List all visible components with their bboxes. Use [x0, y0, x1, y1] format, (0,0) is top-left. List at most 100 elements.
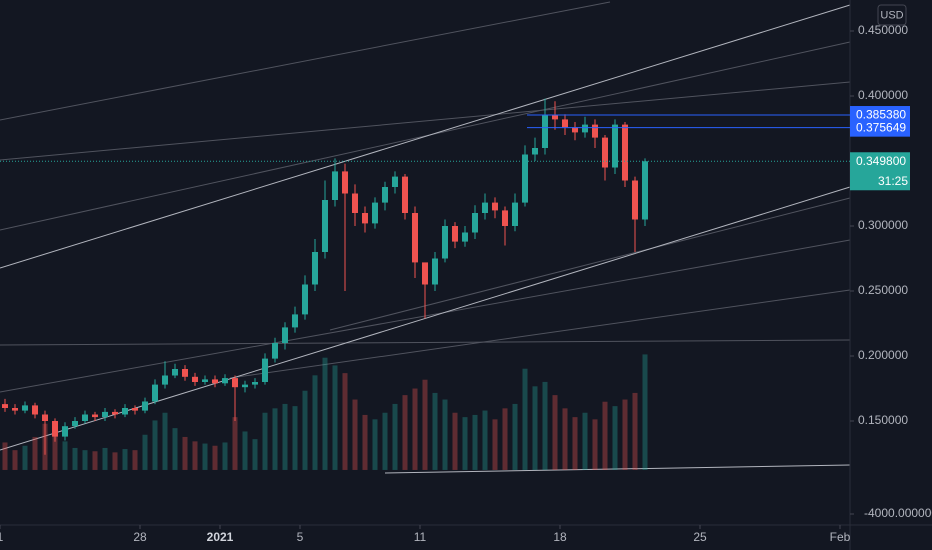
candle-body	[332, 171, 338, 201]
volume-bar	[232, 417, 238, 470]
channel-line	[0, 186, 851, 451]
candle-body	[352, 193, 358, 214]
volume-bar	[602, 401, 608, 470]
candle-body	[442, 226, 448, 259]
volume-bars	[2, 354, 648, 470]
y-tick-label: 0.250000	[858, 283, 908, 297]
volume-bar	[522, 368, 528, 470]
candle-body	[432, 258, 438, 285]
volume-bar	[632, 392, 638, 470]
candle-body	[562, 119, 568, 128]
volume-bar	[142, 434, 148, 470]
candle-body	[202, 379, 208, 383]
volume-bar	[512, 403, 518, 470]
candle-body	[122, 408, 128, 415]
candle-body	[512, 202, 518, 227]
volume-bar	[532, 386, 538, 470]
x-tick-label: 1	[0, 530, 4, 544]
volume-bar	[152, 420, 158, 470]
candle-body	[52, 421, 58, 437]
trend-line	[329, 197, 851, 331]
candle-body	[272, 343, 278, 359]
candle-body	[162, 375, 168, 385]
candle-body	[542, 115, 548, 149]
candle-body	[592, 124, 598, 138]
volume-bar	[412, 388, 418, 470]
volume-bar	[252, 439, 258, 470]
volume-bar	[402, 395, 408, 470]
y-tick-label: 0.450000	[858, 23, 908, 37]
volume-bar	[342, 373, 348, 470]
volume-bar	[352, 399, 358, 470]
trend-line	[384, 464, 851, 474]
candle-body	[602, 137, 608, 168]
volume-bar	[382, 412, 388, 470]
candle-body	[452, 226, 458, 242]
y-tick-label: 0.150000	[858, 413, 908, 427]
last-price-label-bg	[850, 152, 910, 191]
channel-line	[0, 4, 851, 269]
volume-bar	[202, 443, 208, 470]
trend-line	[0, 339, 851, 346]
volume-bar	[222, 442, 228, 470]
candle-body	[502, 210, 508, 227]
currency-button[interactable]	[877, 4, 907, 26]
candle-body	[292, 314, 298, 328]
candle-body	[642, 161, 648, 220]
volume-bar	[542, 381, 548, 470]
candle-body	[302, 284, 308, 315]
candle-body	[282, 327, 288, 344]
volume-bar	[52, 431, 58, 470]
volume-bar	[2, 442, 8, 470]
volume-bar	[442, 399, 448, 470]
volume-bar	[302, 390, 308, 470]
candle-body	[262, 358, 268, 383]
volume-bar	[162, 412, 168, 470]
candle-body	[172, 369, 178, 376]
candle-body	[362, 213, 368, 224]
volume-bar	[502, 408, 508, 470]
volume-bar	[172, 428, 178, 470]
volume-bar	[22, 445, 28, 470]
candle-body	[462, 232, 468, 242]
candle-body	[232, 378, 238, 388]
volume-bar	[622, 399, 628, 470]
volume-bar	[132, 450, 138, 470]
candle-body	[152, 384, 158, 402]
volume-bar	[102, 447, 108, 470]
volume-bar	[462, 417, 468, 470]
trend-line	[0, 1, 611, 121]
x-tick-label: 18	[553, 530, 567, 544]
candle-body	[182, 369, 188, 377]
volume-bar	[12, 450, 18, 470]
volume-bar	[592, 419, 598, 470]
candle-body	[252, 382, 258, 385]
volume-bar	[362, 414, 368, 470]
volume-bar	[282, 403, 288, 470]
y-tick-label: 0.200000	[858, 348, 908, 362]
volume-bar	[552, 395, 558, 470]
volume-bar	[322, 357, 328, 470]
volume-bar	[122, 449, 128, 470]
volume-bar	[182, 436, 188, 470]
candle-body	[312, 252, 318, 285]
currency[interactable]: USD	[880, 9, 903, 21]
x-tick-label: 5	[297, 530, 304, 544]
volume-bar	[32, 436, 38, 470]
x-tick-label: 2021	[207, 530, 234, 544]
volume-bar	[92, 451, 98, 470]
candle-body	[12, 408, 18, 411]
candle-body	[242, 384, 248, 388]
candle-body	[392, 176, 398, 188]
candle-body	[142, 401, 148, 411]
candle-body	[42, 414, 48, 422]
candle-body	[382, 187, 388, 203]
trend-line	[229, 289, 851, 379]
candle-body	[212, 379, 218, 384]
candle-body	[612, 124, 618, 168]
candle-body	[192, 376, 198, 383]
x-tick-label: 11	[414, 530, 427, 544]
candle-body	[102, 411, 108, 418]
candle-body	[402, 176, 408, 214]
